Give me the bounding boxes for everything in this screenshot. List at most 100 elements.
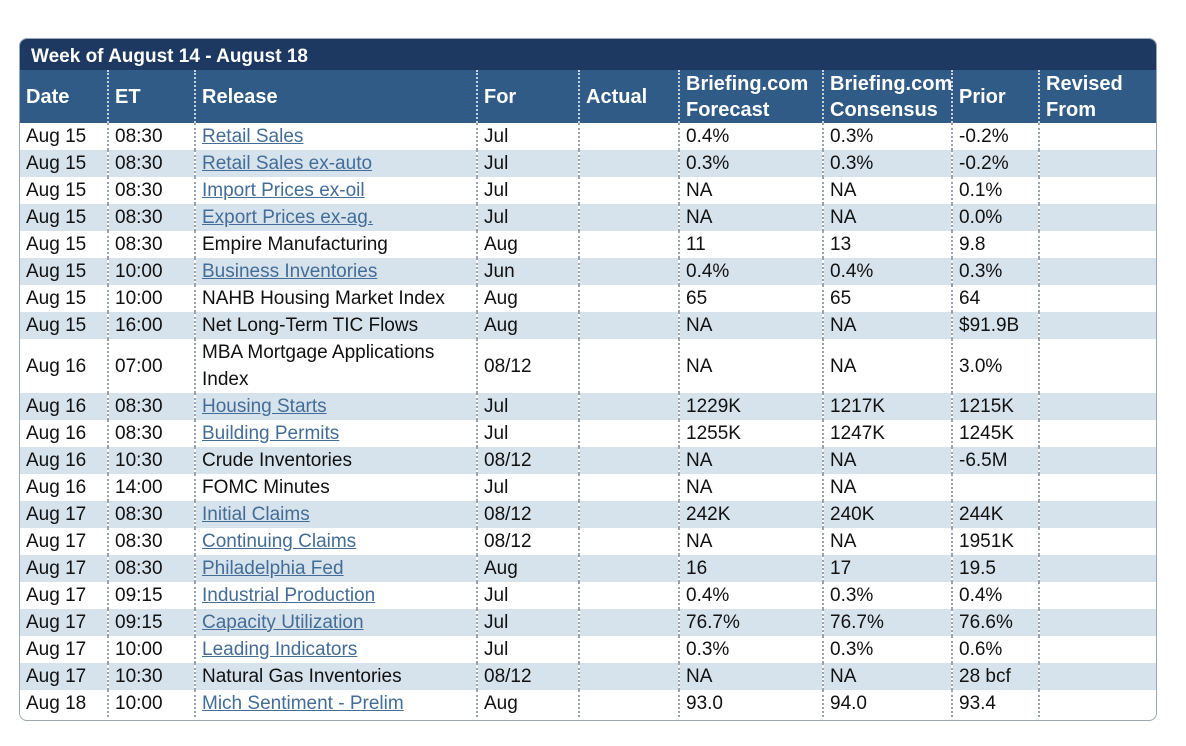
- cell-period: Jul: [477, 420, 580, 447]
- cell-release: Export Prices ex-ag.: [195, 204, 478, 231]
- cell-date: Aug 16: [20, 339, 109, 393]
- cell-actual: [579, 312, 680, 339]
- col-header-et: ET: [108, 70, 196, 123]
- cell-forecast: 0.3%: [679, 150, 824, 177]
- cell-revised-from: [1039, 636, 1156, 663]
- cell-prior: 9.8: [952, 231, 1040, 258]
- cell-release: Mich Sentiment - Prelim: [195, 690, 478, 717]
- release-link[interactable]: Export Prices ex-ag.: [202, 207, 374, 228]
- release-link[interactable]: Housing Starts: [202, 396, 327, 417]
- cell-period: Aug: [477, 312, 580, 339]
- table-row: Aug 17 08:30 Initial Claims 08/12 242K 240K 24…: [20, 501, 1156, 528]
- cell-date: Aug 16: [20, 474, 109, 501]
- cell-actual: [579, 636, 680, 663]
- cell-release: Natural Gas Inventories: [195, 663, 478, 690]
- cell-release: Empire Manufacturing: [195, 231, 478, 258]
- economic-calendar-table: Date ET Release For Actual Briefing.com …: [20, 70, 1156, 717]
- cell-consensus: 65: [823, 285, 953, 312]
- cell-release: MBA Mortgage Applications Index: [195, 339, 478, 393]
- cell-prior: $91.9B: [952, 312, 1040, 339]
- release-link[interactable]: Continuing Claims: [202, 531, 357, 552]
- table-body: Aug 15 08:30 Retail Sales Jul 0.4% 0.3% -0.2% A…: [20, 123, 1156, 717]
- release-link[interactable]: Import Prices ex-oil: [202, 180, 365, 201]
- cell-release: NAHB Housing Market Index: [195, 285, 478, 312]
- release-link[interactable]: Mich Sentiment - Prelim: [202, 693, 404, 714]
- col-header-forecast: Briefing.com Forecast: [679, 70, 824, 123]
- cell-prior: -0.2%: [952, 123, 1040, 150]
- cell-revised-from: [1039, 339, 1156, 393]
- cell-forecast: NA: [679, 312, 824, 339]
- release-link[interactable]: Philadelphia Fed: [202, 558, 344, 579]
- cell-forecast: NA: [679, 177, 824, 204]
- cell-release: Import Prices ex-oil: [195, 177, 478, 204]
- cell-time: 09:15: [108, 582, 196, 609]
- release-link[interactable]: Retail Sales: [202, 126, 304, 147]
- table-row: Aug 15 08:30 Retail Sales ex-auto Jul 0.3% 0.…: [20, 150, 1156, 177]
- cell-prior: -6.5M: [952, 447, 1040, 474]
- cell-forecast: 0.3%: [679, 636, 824, 663]
- cell-actual: [579, 690, 680, 717]
- cell-period: Jul: [477, 177, 580, 204]
- cell-actual: [579, 474, 680, 501]
- cell-consensus: NA: [823, 312, 953, 339]
- cell-revised-from: [1039, 393, 1156, 420]
- table-row: Aug 16 08:30 Building Permits Jul 1255K 1247K…: [20, 420, 1156, 447]
- cell-period: 08/12: [477, 339, 580, 393]
- cell-date: Aug 17: [20, 501, 109, 528]
- cell-release: Capacity Utilization: [195, 609, 478, 636]
- cell-actual: [579, 258, 680, 285]
- release-link[interactable]: Initial Claims: [202, 504, 310, 525]
- cell-consensus: 0.3%: [823, 150, 953, 177]
- cell-release: Net Long-Term TIC Flows: [195, 312, 478, 339]
- release-link[interactable]: Retail Sales ex-auto: [202, 153, 373, 174]
- cell-actual: [579, 339, 680, 393]
- cell-time: 10:00: [108, 258, 196, 285]
- cell-consensus: NA: [823, 177, 953, 204]
- cell-forecast: 16: [679, 555, 824, 582]
- cell-prior: -0.2%: [952, 150, 1040, 177]
- cell-revised-from: [1039, 285, 1156, 312]
- release-link[interactable]: Leading Indicators: [202, 639, 358, 660]
- table-row: Aug 15 08:30 Import Prices ex-oil Jul NA NA 0.…: [20, 177, 1156, 204]
- cell-consensus: NA: [823, 339, 953, 393]
- table-row: Aug 16 10:30 Crude Inventories 08/12 NA NA -6.…: [20, 447, 1156, 474]
- cell-forecast: NA: [679, 339, 824, 393]
- col-header-revised-from: Revised From: [1039, 70, 1156, 123]
- release-link[interactable]: Business Inventories: [202, 261, 378, 282]
- cell-time: 08:30: [108, 555, 196, 582]
- cell-revised-from: [1039, 582, 1156, 609]
- table-row: Aug 15 10:00 NAHB Housing Market Index Aug 6…: [20, 285, 1156, 312]
- table-header-row: Date ET Release For Actual Briefing.com …: [20, 70, 1156, 123]
- cell-time: 08:30: [108, 177, 196, 204]
- cell-date: Aug 17: [20, 636, 109, 663]
- cell-consensus: 13: [823, 231, 953, 258]
- cell-time: 10:00: [108, 636, 196, 663]
- cell-forecast: NA: [679, 447, 824, 474]
- cell-revised-from: [1039, 609, 1156, 636]
- cell-date: Aug 17: [20, 528, 109, 555]
- table-row: Aug 16 08:30 Housing Starts Jul 1229K 1217K 12…: [20, 393, 1156, 420]
- cell-prior: 0.1%: [952, 177, 1040, 204]
- cell-forecast: NA: [679, 528, 824, 555]
- cell-actual: [579, 123, 680, 150]
- cell-time: 16:00: [108, 312, 196, 339]
- cell-release: Retail Sales: [195, 123, 478, 150]
- release-link[interactable]: Industrial Production: [202, 585, 376, 606]
- cell-forecast: 76.7%: [679, 609, 824, 636]
- cell-consensus: 94.0: [823, 690, 953, 717]
- release-link[interactable]: Building Permits: [202, 423, 340, 444]
- cell-time: 08:30: [108, 204, 196, 231]
- cell-period: 08/12: [477, 501, 580, 528]
- cell-consensus: 0.4%: [823, 258, 953, 285]
- cell-consensus: 1217K: [823, 393, 953, 420]
- table-row: Aug 15 08:30 Retail Sales Jul 0.4% 0.3% -0.2%: [20, 123, 1156, 150]
- cell-prior: 93.4: [952, 690, 1040, 717]
- release-link[interactable]: Capacity Utilization: [202, 612, 364, 633]
- cell-release: Business Inventories: [195, 258, 478, 285]
- cell-date: Aug 16: [20, 447, 109, 474]
- cell-time: 14:00: [108, 474, 196, 501]
- cell-prior: 28 bcf: [952, 663, 1040, 690]
- cell-time: 08:30: [108, 150, 196, 177]
- cell-time: 09:15: [108, 609, 196, 636]
- economic-calendar-panel: Week of August 14 - August 18 Date ET Re…: [19, 38, 1157, 721]
